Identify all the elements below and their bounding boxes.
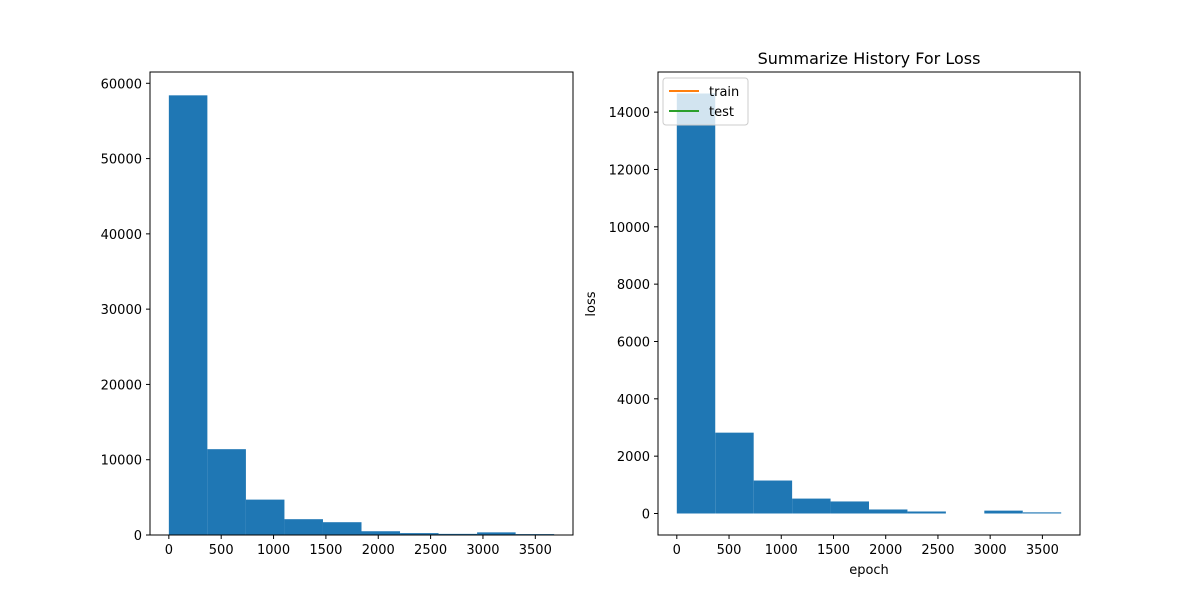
legend-train-label: train xyxy=(709,85,739,100)
histogram-right-bar xyxy=(792,498,831,514)
histogram-right-bar xyxy=(984,510,1023,514)
histogram-right-y-tick-label: 4000 xyxy=(617,393,650,408)
histogram-left-bar xyxy=(400,533,439,535)
histogram-right-x-tick-label: 2000 xyxy=(869,543,902,558)
histogram-left-y-axis: 0 10000 20000 30000 40000 50000 60000 xyxy=(101,77,150,544)
histogram-left-bar xyxy=(438,533,478,535)
histogram-left-x-tick-label: 0 xyxy=(165,543,173,558)
histogram-right-y-axis: 0 2000 4000 6000 8000 10000 12000 14000 xyxy=(609,106,658,522)
histogram-left-bar xyxy=(284,519,323,535)
histogram-left-x-tick-label: 3000 xyxy=(466,543,499,558)
histogram-right-x-tick-label: 500 xyxy=(717,543,742,558)
histogram-right-y-tick-label: 14000 xyxy=(609,106,650,121)
histogram-left-y-tick-label: 30000 xyxy=(101,303,142,318)
histogram-right-x-tick-label: 3000 xyxy=(974,543,1007,558)
histogram-right-y-tick-label: 12000 xyxy=(609,163,650,178)
histogram-left-bar xyxy=(168,95,208,536)
y-axis-label: loss xyxy=(584,291,599,316)
histogram-left-x-tick-label: 2000 xyxy=(362,543,395,558)
histogram-right-bars xyxy=(676,93,1062,514)
histogram-left-x-tick-label: 1500 xyxy=(309,543,342,558)
histogram-right-bar xyxy=(907,511,946,514)
x-axis-label: epoch xyxy=(849,563,889,578)
histogram-right-y-tick-label: 6000 xyxy=(617,335,650,350)
histogram-left-x-axis: 0 500 1000 1500 2000 2500 3000 3500 xyxy=(165,535,552,558)
histogram-left-x-tick-label: 2500 xyxy=(414,543,447,558)
histogram-left-y-tick-label: 10000 xyxy=(101,454,142,469)
histogram-right-y-tick-label: 0 xyxy=(642,507,650,522)
chart-title: Summarize History For Loss xyxy=(758,49,981,68)
histogram-left-x-tick-label: 1000 xyxy=(257,543,290,558)
histogram-left-y-tick-label: 60000 xyxy=(101,77,142,92)
histogram-left-frame xyxy=(149,71,574,536)
histogram-left-y-tick-label: 50000 xyxy=(101,153,142,168)
histogram-left-panel: 0 500 1000 1500 2000 2500 3000 3500 0 10000 20000… xyxy=(101,71,574,558)
histogram-right-frame xyxy=(657,71,1081,536)
histogram-right-panel: Summarize History For Loss 0 500 1000 1500 2… xyxy=(584,49,1081,578)
histogram-left-y-tick-label: 20000 xyxy=(101,378,142,393)
histogram-left-y-tick-label: 40000 xyxy=(101,228,142,243)
histogram-right-bar xyxy=(676,93,716,514)
histogram-right-bar xyxy=(1022,512,1062,514)
histogram-left-y-tick-label: 0 xyxy=(134,529,142,544)
histogram-right-bar xyxy=(830,501,869,514)
histogram-right-x-tick-label: 1500 xyxy=(817,543,850,558)
histogram-left-bars xyxy=(168,95,555,536)
histogram-right-x-tick-label: 3500 xyxy=(1026,543,1059,558)
histogram-right-x-tick-label: 0 xyxy=(673,543,681,558)
histogram-right-y-tick-label: 2000 xyxy=(617,450,650,465)
legend-test-label: test xyxy=(709,105,734,120)
histogram-left-bar xyxy=(361,531,401,535)
histogram-left-x-tick-label: 500 xyxy=(209,543,234,558)
histogram-right-y-tick-label: 10000 xyxy=(609,221,650,236)
histogram-right-x-axis: 0 500 1000 1500 2000 2500 3000 3500 xyxy=(673,535,1059,558)
legend-box xyxy=(662,77,749,126)
histogram-left-bar xyxy=(322,522,362,535)
histogram-right-y-tick-label: 8000 xyxy=(617,278,650,293)
histogram-right-bar xyxy=(715,432,754,514)
legend: train test xyxy=(662,77,749,126)
histogram-right-x-tick-label: 1000 xyxy=(765,543,798,558)
histogram-right-x-tick-label: 2500 xyxy=(921,543,954,558)
histogram-right-bar xyxy=(869,509,908,514)
histogram-left-bar xyxy=(245,499,285,535)
histogram-left-x-tick-label: 3500 xyxy=(519,543,552,558)
histogram-left-bar xyxy=(207,449,246,535)
histogram-right-bar xyxy=(753,480,793,514)
histogram-left-bar xyxy=(477,532,516,535)
